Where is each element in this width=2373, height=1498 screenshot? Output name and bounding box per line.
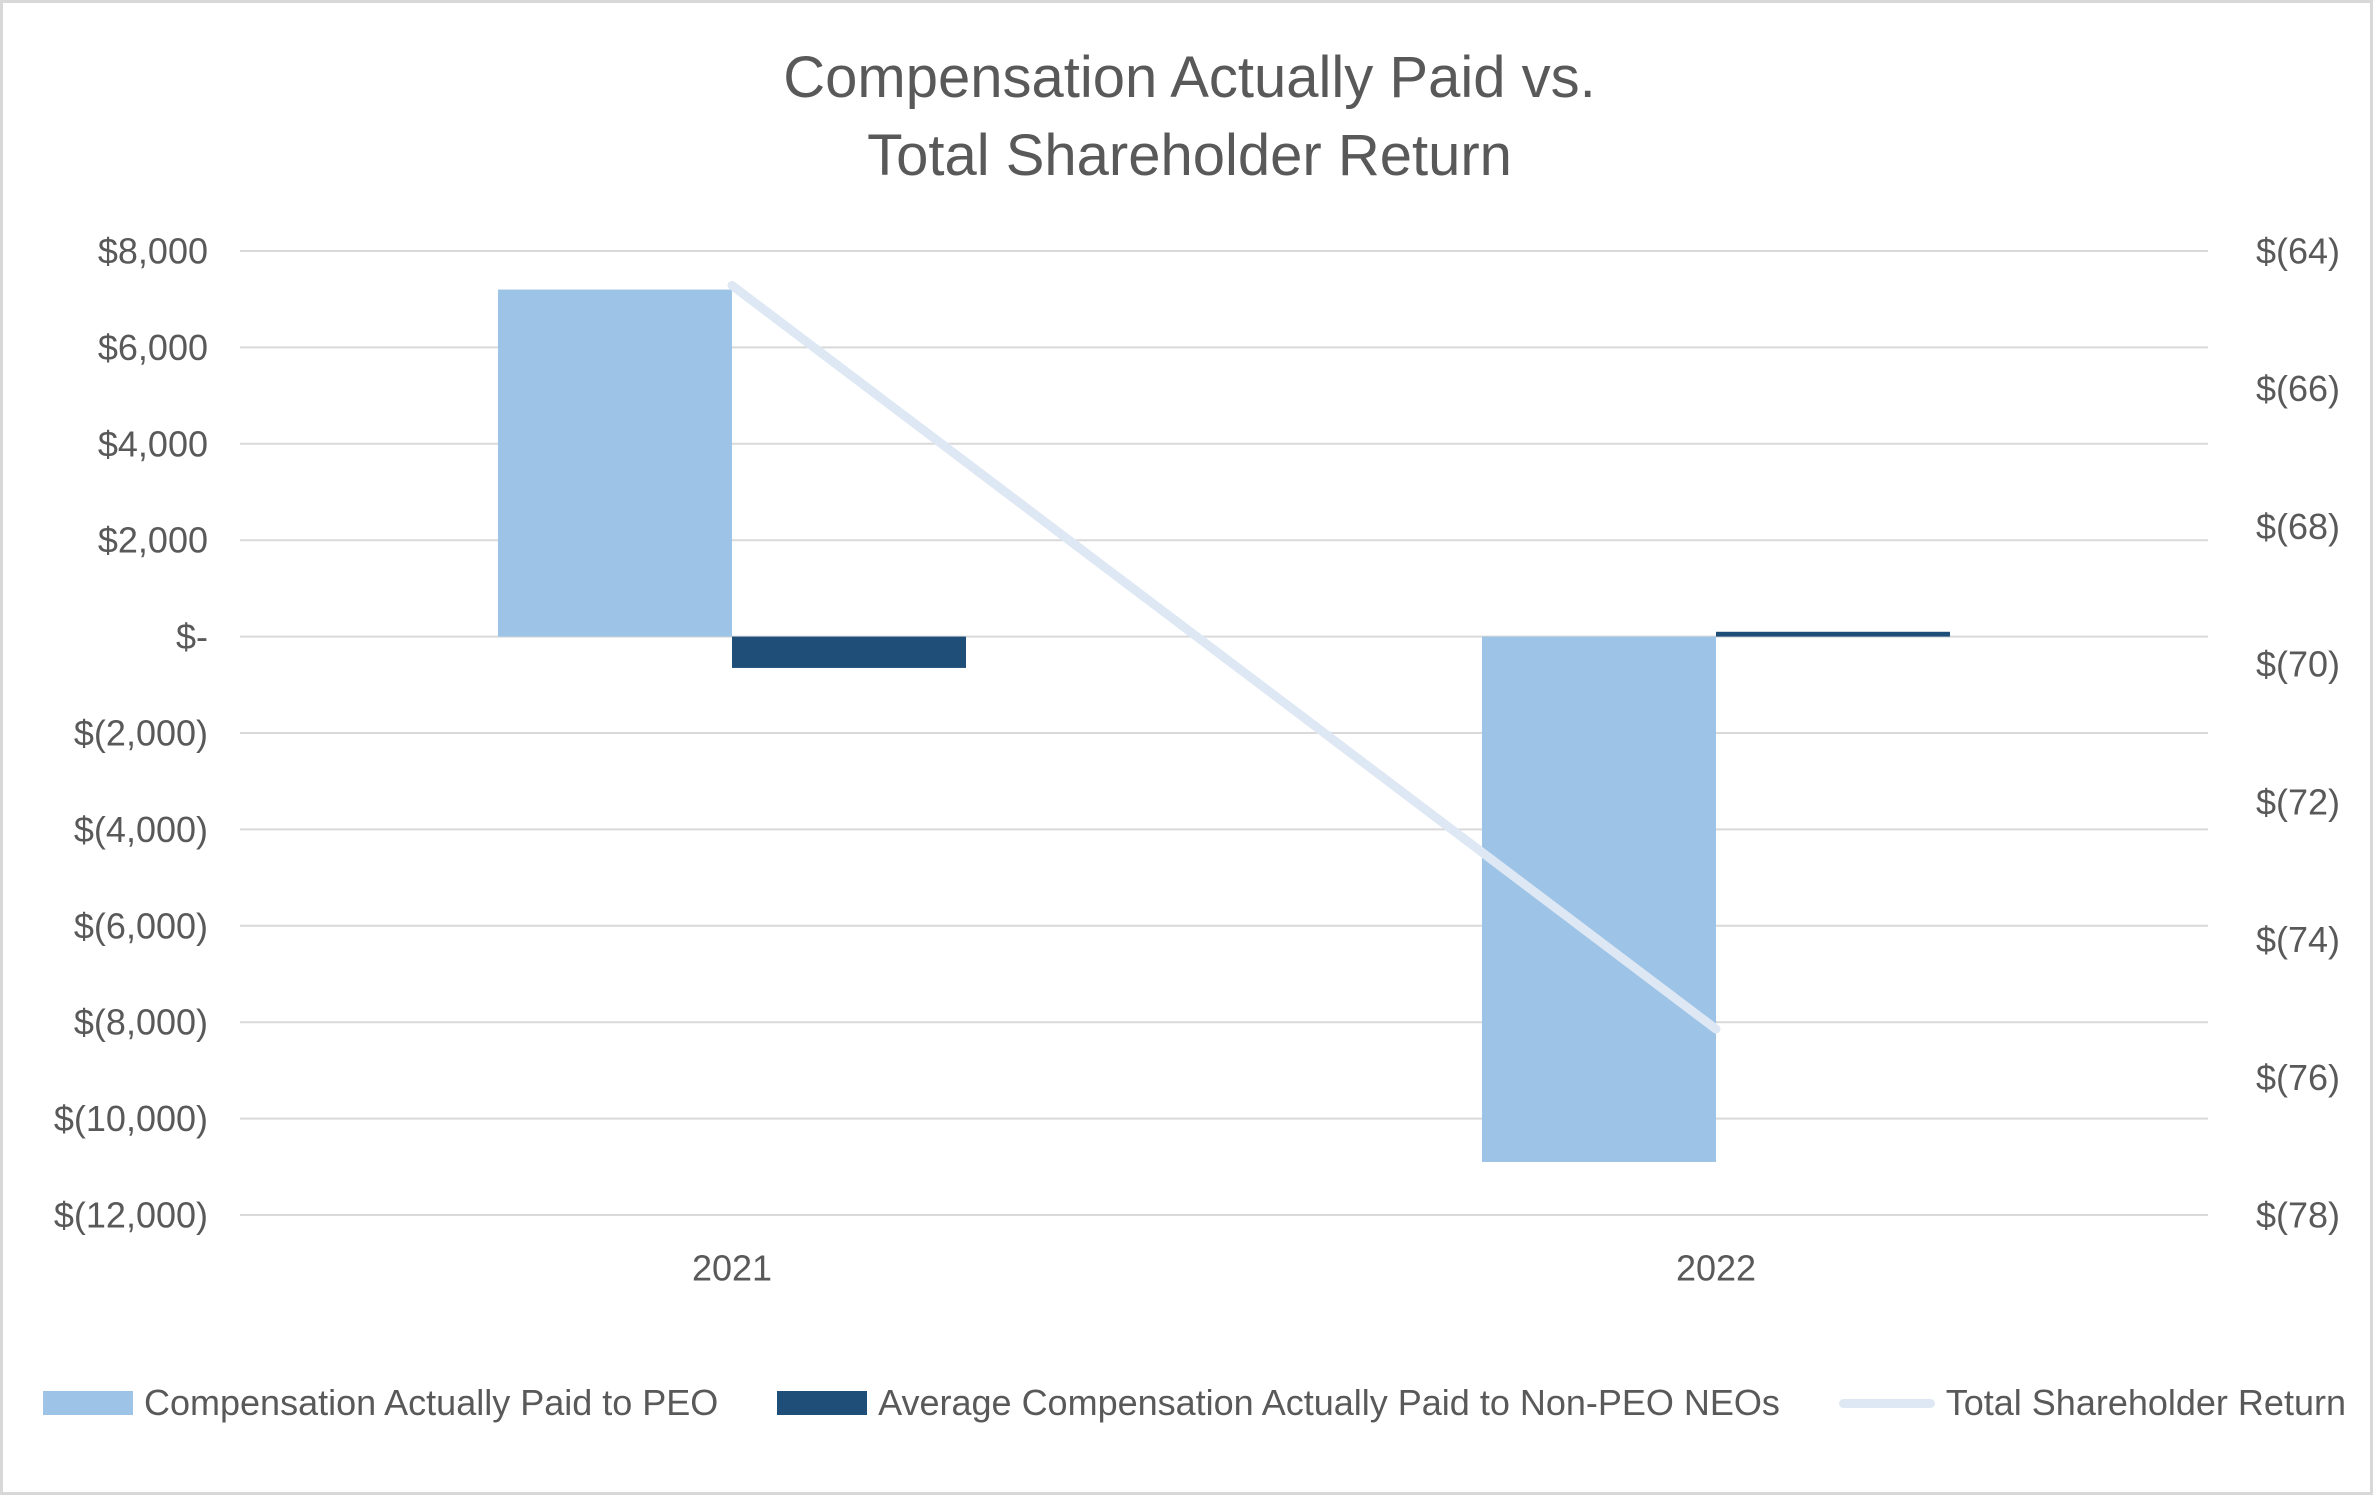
legend-item-non-peo-neos: Average Compensation Actually Paid to No…	[777, 1382, 1780, 1424]
right-axis-tick-label: $(68)	[2256, 506, 2340, 547]
left-axis-tick-label: $(12,000)	[54, 1195, 208, 1236]
x-axis-label-2021: 2021	[692, 1248, 772, 1289]
left-axis-tick-label: $2,000	[98, 520, 208, 561]
left-axis-tick-label: $8,000	[98, 231, 208, 272]
bar-peo-2021	[498, 289, 732, 637]
right-axis-tick-label: $(74)	[2256, 919, 2340, 960]
bar-non-peo-neos-2021	[732, 636, 966, 668]
left-axis-tick-label: $(8,000)	[74, 1002, 208, 1043]
chart-title-line1: Compensation Actually Paid vs.	[783, 45, 1596, 110]
tsr-line	[727, 280, 1721, 1034]
right-axis-tick-label: $(78)	[2256, 1195, 2340, 1236]
legend-swatch-non-peo-neos-icon	[777, 1391, 868, 1415]
bar-peo-2022	[1482, 636, 1716, 1162]
bar-non-peo-neos-2022	[1716, 631, 1950, 637]
left-axis-tick-label: $6,000	[98, 327, 208, 368]
left-axis-tick-label: $-	[176, 616, 208, 657]
chart-plot-area: $8,000 $6,000 $4,000 $2,000 $- $(2,000) $(4,00…	[54, 231, 2340, 1289]
legend-label-non-peo-neos: Average Compensation Actually Paid to No…	[878, 1382, 1780, 1423]
right-axis-tick-label: $(76)	[2256, 1057, 2340, 1098]
chart-title: Compensation Actually Paid vs. Total Sha…	[3, 39, 2373, 195]
right-axis-tick-label: $(70)	[2256, 644, 2340, 685]
legend-label-tsr: Total Shareholder Return	[1945, 1382, 2346, 1423]
left-axis-tick-label: $(2,000)	[74, 713, 208, 754]
left-axis-tick-label: $4,000	[98, 423, 208, 464]
legend-item-tsr: Total Shareholder Return	[1838, 1382, 2346, 1424]
right-axis-tick-label: $(72)	[2256, 781, 2340, 822]
right-axis-tick-label: $(64)	[2256, 231, 2340, 272]
legend-swatch-peo-icon	[43, 1391, 133, 1415]
legend-item-peo: Compensation Actually Paid to PEO	[43, 1382, 718, 1424]
legend-label-peo: Compensation Actually Paid to PEO	[144, 1382, 719, 1423]
x-axis-label-2022: 2022	[1676, 1248, 1756, 1289]
chart-title-line2: Total Shareholder Return	[867, 123, 1512, 188]
left-axis-tick-label: $(4,000)	[74, 809, 208, 850]
left-axis-tick-label: $(10,000)	[54, 1098, 208, 1139]
legend-swatch-tsr-line-icon	[1838, 1398, 1935, 1408]
left-axis-tick-label: $(6,000)	[74, 905, 208, 946]
right-axis-tick-label: $(66)	[2256, 368, 2340, 409]
chart-legend: Compensation Actually Paid to PEO Averag…	[43, 1375, 2346, 1431]
